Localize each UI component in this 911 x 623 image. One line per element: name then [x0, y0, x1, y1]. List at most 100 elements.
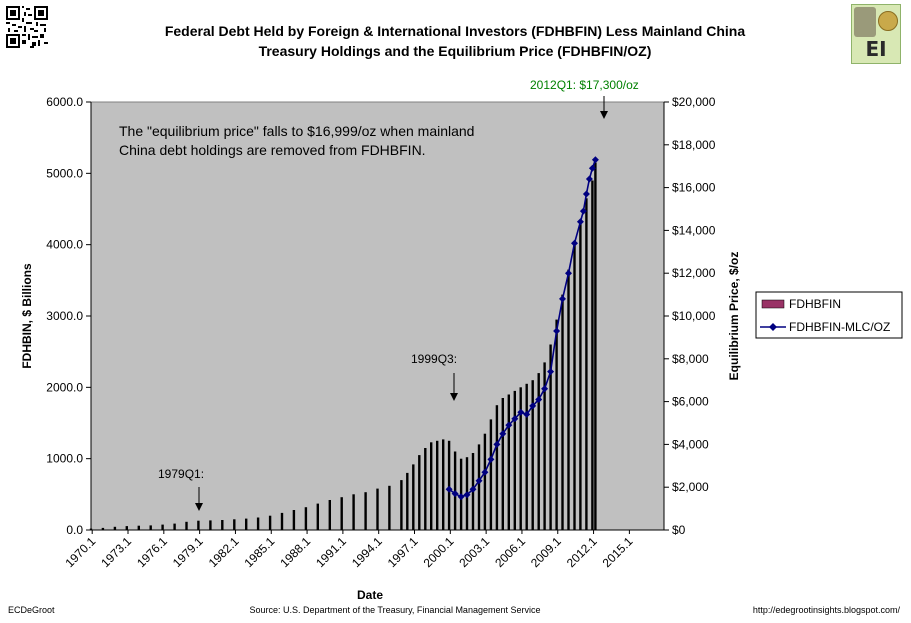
line-point-2010.5: [571, 239, 578, 247]
line-point-2005.5: [511, 415, 519, 423]
bar-1975: [149, 525, 152, 530]
bar-2004.5: [501, 398, 504, 530]
bar-1987: [292, 510, 296, 530]
line-point-2004.5: [499, 430, 507, 438]
chart-title-line1: Federal Debt Held by Foreign & Internati…: [165, 23, 746, 39]
x-tick-label: 1973.1: [98, 534, 134, 570]
line-point-2012.25: [591, 156, 599, 164]
legend-label-fdhbfin: FDHBFIN: [789, 297, 841, 311]
bar-2003: [483, 433, 487, 530]
bar-1991: [340, 497, 343, 530]
line-point-2001: [457, 493, 465, 501]
bar-2000: [447, 440, 451, 530]
bar-1986: [280, 512, 284, 530]
bar-1982: [233, 519, 236, 530]
annotation-1999q3: 1999Q3:: [411, 352, 457, 366]
line-point-2011.75: [585, 175, 593, 183]
x-axis-label: Date: [357, 588, 383, 602]
bar-1980: [209, 520, 212, 530]
y-tick-label: 0.0: [66, 523, 83, 537]
y-axis-left: 0.0 1000.0 2000.0 3000.0 4000.0 5000.0 6000.0: [46, 95, 92, 537]
line-point-2008: [541, 385, 549, 393]
x-tick-label: 1991.1: [313, 534, 349, 570]
bar-1978: [185, 521, 188, 530]
y-axis-right: $0 $2,000 $4,000 $6,000 $8,000 $10,000 $12,000…: [663, 95, 716, 537]
legend-swatch-bar: [761, 299, 785, 309]
legend-swatch-marker: [769, 323, 777, 331]
bar-2005: [507, 394, 510, 530]
y2-tick-label: $0: [672, 523, 686, 537]
x-tick-label: 1988.1: [277, 534, 313, 570]
x-tick-label: 2015.1: [600, 534, 636, 570]
y2-axis-label: Equilibrium Price, $/oz: [727, 252, 741, 381]
x-axis: 1970.1 1973.1 1976.1 1979.1 1982.1 1985.1 1988…: [62, 529, 664, 570]
bar-1993: [364, 492, 367, 530]
logo-text: EI: [865, 37, 887, 61]
line-point-2008.5: [547, 368, 555, 376]
bar-1992: [352, 494, 355, 530]
bar-2009.5: [561, 294, 564, 530]
bar-2010: [567, 269, 570, 530]
x-tick-label: 1985.1: [242, 534, 278, 570]
y2-tick-label: $4,000: [672, 437, 709, 451]
bar-1977: [173, 523, 176, 530]
line-point-2010: [565, 269, 572, 277]
line-point-2003.5: [487, 455, 495, 463]
x-tick-label: 1997.1: [385, 534, 421, 570]
x-tick-label: 1994.1: [349, 534, 385, 570]
line-point-2002.5: [475, 477, 483, 485]
line-point-2011.5: [582, 190, 590, 198]
x-tick-label: 1979.1: [170, 534, 206, 570]
coin-icon: [878, 11, 898, 31]
y2-tick-label: $12,000: [672, 266, 716, 280]
arrowhead-1999q3: [450, 393, 458, 401]
bar-1971: [101, 527, 105, 530]
bar-2008: [543, 362, 546, 530]
bar-1972: [113, 526, 117, 530]
bar-1984: [256, 517, 260, 530]
footer-url: http://edegrootinsights.blogspot.com/: [753, 605, 901, 615]
y-tick-label: 2000.0: [46, 380, 83, 394]
y2-tick-label: $20,000: [672, 95, 716, 109]
bar-2009: [555, 319, 558, 530]
bar-2011.5: [585, 198, 588, 531]
line-point-2004: [493, 440, 501, 448]
bar-1976: [161, 524, 164, 530]
bar-2011: [579, 219, 582, 530]
y-tick-label: 5000.0: [46, 166, 83, 180]
y2-tick-label: $2,000: [672, 480, 709, 494]
bar-1990: [328, 500, 331, 530]
bar-2006: [519, 387, 522, 530]
bar-1974: [137, 525, 140, 530]
bar-2012.25: [594, 162, 597, 530]
annotation-2012q1: 2012Q1: $17,300/oz: [530, 78, 639, 92]
y2-tick-label: $10,000: [672, 309, 716, 323]
bar-1998: [424, 448, 427, 530]
annotation-1979q1: 1979Q1:: [158, 467, 204, 481]
bar-1997: [412, 464, 415, 530]
bar-1983: [245, 518, 248, 530]
legend-box: [755, 291, 903, 339]
line-point-2009.5: [559, 295, 566, 303]
y2-tick-label: $6,000: [672, 395, 709, 409]
x-tick-label: 2009.1: [528, 534, 564, 570]
note-line2: China debt holdings are removed from FDH…: [119, 142, 426, 158]
plot-area: [91, 102, 664, 530]
bar-1998.5: [430, 442, 433, 530]
footer-credit: ECDeGroot: [8, 605, 55, 615]
line-point-2003: [481, 468, 489, 476]
x-tick-label: 2003.1: [456, 534, 492, 570]
qr-code-icon: [6, 6, 48, 48]
y-tick-label: 1000.0: [46, 452, 83, 466]
line-point-2007.5: [535, 396, 543, 403]
bar-2006.5: [525, 383, 528, 530]
bar-1989: [316, 503, 319, 530]
bar-1988: [304, 507, 308, 530]
bar-1996.5: [406, 472, 409, 530]
x-tick-label: 1982.1: [206, 534, 242, 570]
line-point-2006.5: [523, 410, 531, 418]
y2-tick-label: $14,000: [672, 223, 716, 237]
note-line1: The "equilibrium price" falls to $16,999…: [119, 123, 474, 139]
bar-1994: [376, 488, 379, 530]
